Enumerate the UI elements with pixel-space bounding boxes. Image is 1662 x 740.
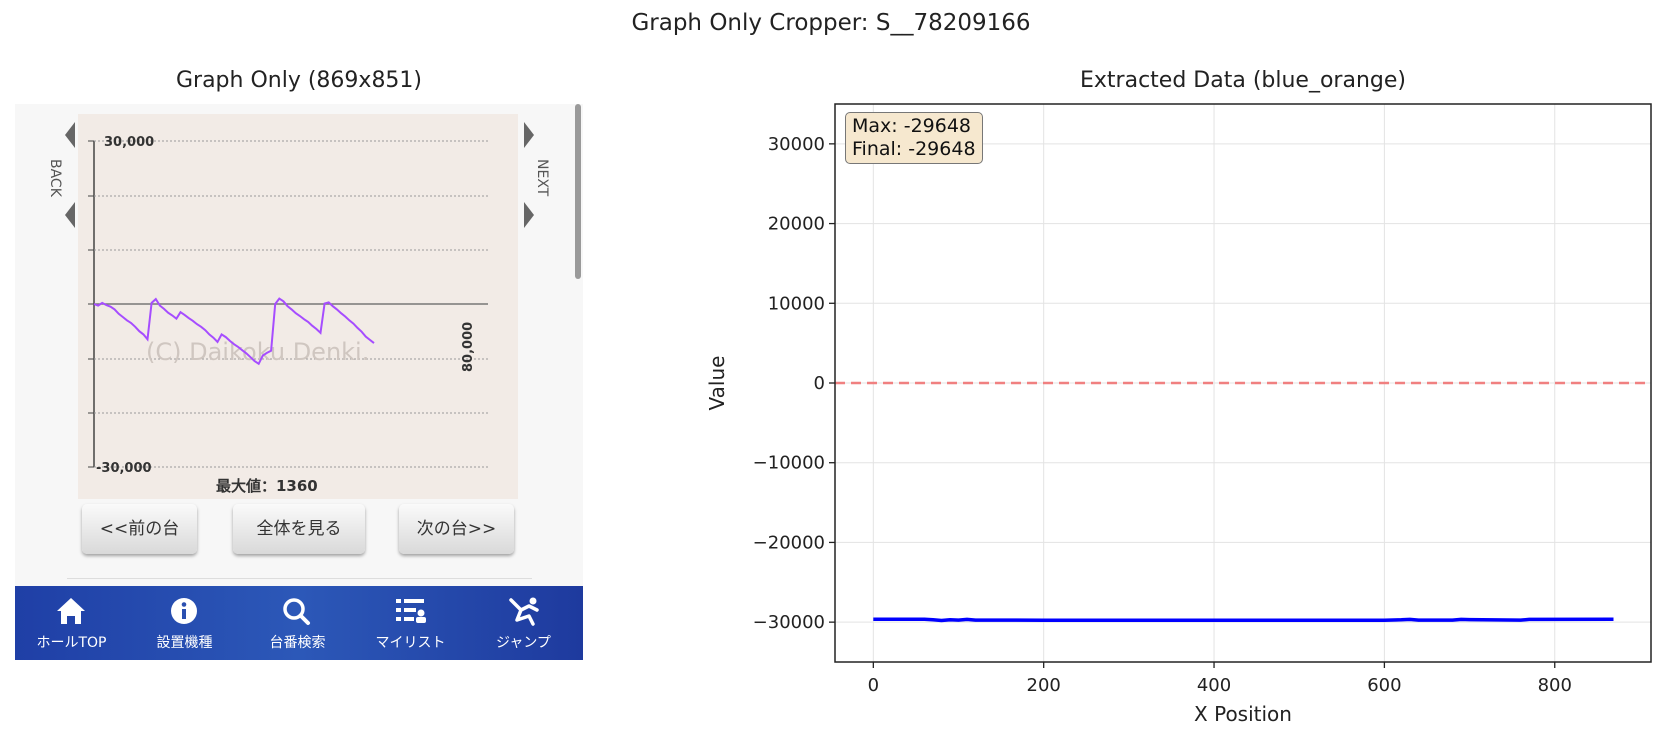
nav-label: ジャンプ xyxy=(496,635,551,651)
x-tick-label: 0 xyxy=(868,675,879,696)
search-icon xyxy=(283,598,310,625)
y-axis-label: Value xyxy=(705,356,729,411)
x-tick-label: 200 xyxy=(1027,675,1061,696)
mini-y-bottom-label: -30,000 xyxy=(96,461,152,476)
nav-item-mylist[interactable]: マイリスト xyxy=(354,586,467,660)
next-arrows[interactable] xyxy=(520,120,540,230)
back-arrows[interactable] xyxy=(61,120,81,230)
back-down-arrow-icon[interactable] xyxy=(65,202,75,228)
left-panel-title: Graph Only (869x851) xyxy=(175,68,423,93)
chart-title: Extracted Data (blue_orange) xyxy=(1080,68,1406,93)
nav-item-machines[interactable]: 設置機種 xyxy=(128,586,241,660)
divider xyxy=(67,578,532,579)
prev-machine-button[interactable]: <<前の台 xyxy=(82,504,197,554)
back-up-arrow-icon[interactable] xyxy=(65,122,75,148)
info-icon xyxy=(171,598,197,624)
nav-label: マイリスト xyxy=(375,635,446,651)
final-stat: Final: -29648 xyxy=(852,138,976,160)
mini-graph: 30,000 -30,000 (C) Daikoku Denki. 最大値：13… xyxy=(78,114,518,499)
y-tick-label: 0 xyxy=(814,373,825,394)
nav-item-hall-top[interactable]: ホールTOP xyxy=(15,586,128,660)
x-tick-label: 800 xyxy=(1538,675,1572,696)
axis-ticks: 0 200 400 600 800 30000 20000 10000 0 −10000 −2000… xyxy=(753,134,1572,696)
y-tick-label: −20000 xyxy=(753,532,825,553)
figure-title: Graph Only Cropper: S__78209166 xyxy=(631,10,1031,36)
x-tick-label: 600 xyxy=(1367,675,1401,696)
nav-label: 台番検索 xyxy=(269,635,326,651)
next-machine-button[interactable]: 次の台>> xyxy=(399,504,514,554)
y-tick-label: 10000 xyxy=(768,293,825,314)
list-icon xyxy=(396,599,426,623)
mini-graph-canvas: 30,000 -30,000 (C) Daikoku Denki. 最大値：13… xyxy=(88,135,488,495)
phone-screenshot: 30,000 -30,000 (C) Daikoku Denki. 最大値：13… xyxy=(15,104,583,660)
series-line xyxy=(873,617,1614,623)
max-stat: Max: -29648 xyxy=(852,115,972,137)
next-down-arrow-icon[interactable] xyxy=(524,202,534,228)
nav-label: ホールTOP xyxy=(36,635,107,651)
y-tick-label: −30000 xyxy=(753,612,825,633)
y-tick-label: −10000 xyxy=(753,453,825,474)
nav-item-search[interactable]: 台番検索 xyxy=(241,586,354,660)
stats-box: Max: -29648 Final: -29648 xyxy=(845,112,983,164)
view-all-button[interactable]: 全体を見る xyxy=(233,504,365,554)
home-icon xyxy=(57,598,85,624)
nav-item-jump[interactable]: ジャンプ xyxy=(467,586,580,660)
mini-watermark: (C) Daikoku Denki. xyxy=(146,338,369,366)
y-tick-label: 30000 xyxy=(768,134,825,155)
y-tick-label: 20000 xyxy=(768,214,825,235)
mini-max-label: 最大値：1360 xyxy=(216,477,318,495)
bottom-nav: ホールTOP 設置機種 台番検索 マイリスト xyxy=(15,586,583,660)
mini-right-label: 80,000 xyxy=(461,322,476,372)
mini-series-line xyxy=(93,297,375,366)
next-up-arrow-icon[interactable] xyxy=(524,122,534,148)
jump-icon xyxy=(509,597,539,626)
mini-y-top-label: 30,000 xyxy=(104,135,154,150)
x-tick-label: 400 xyxy=(1197,675,1231,696)
nav-label: 設置機種 xyxy=(156,635,213,651)
x-axis-label: X Position xyxy=(1194,702,1292,726)
scrollbar[interactable] xyxy=(575,104,581,279)
